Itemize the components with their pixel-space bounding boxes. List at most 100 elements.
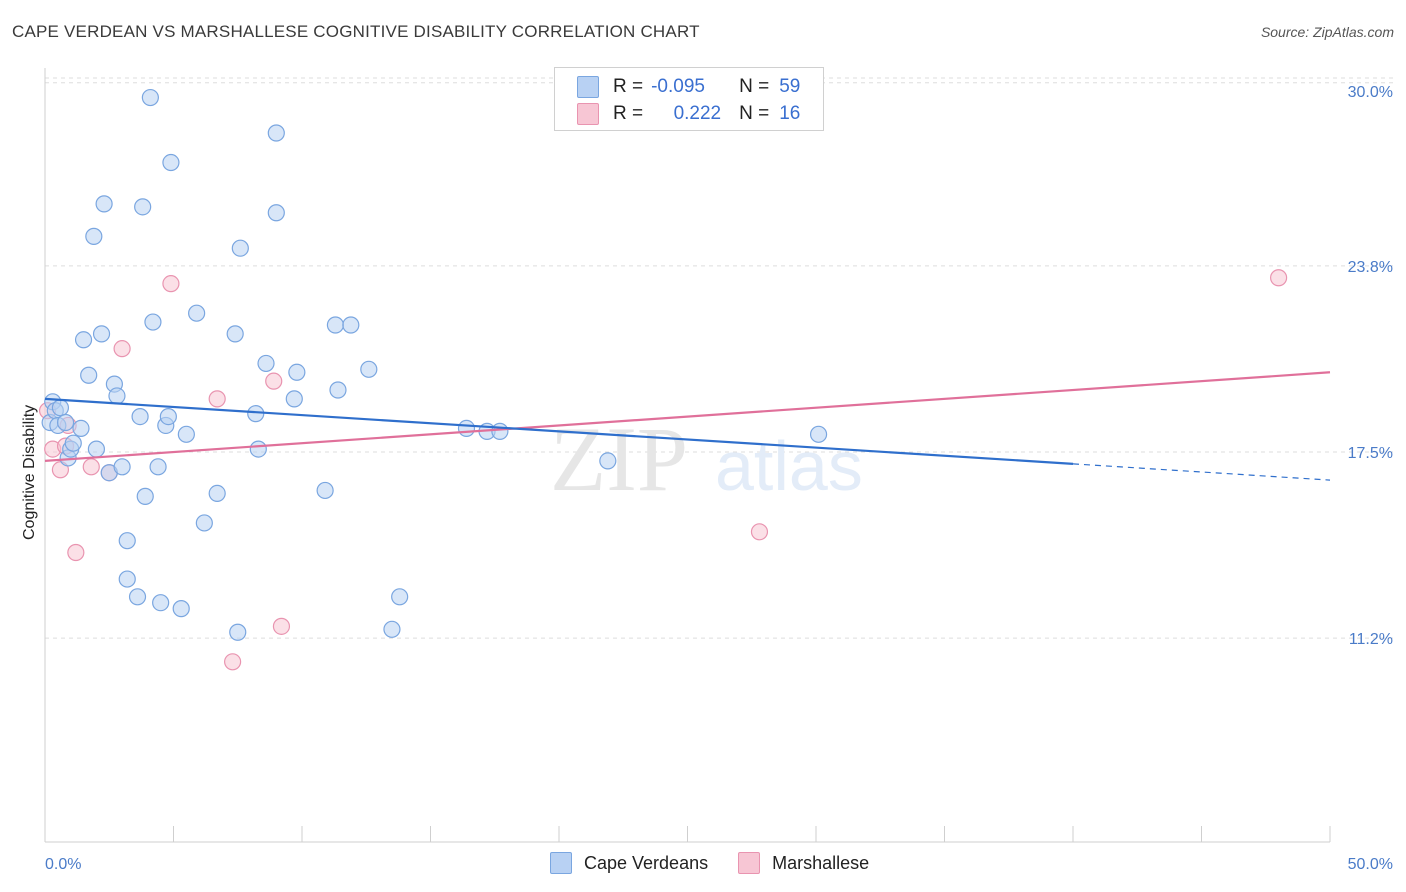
cape-verdean-point — [144, 313, 162, 331]
cape-verdean-point — [326, 316, 345, 334]
legend-swatch-cape-verdeans — [577, 76, 599, 98]
cape-verdean-point — [72, 419, 90, 438]
cape-verdean-point — [288, 363, 306, 381]
watermark-atlas: atlas — [715, 427, 863, 505]
cape-verdean-trend-line — [44, 397, 1074, 465]
cape-verdean-point — [391, 588, 409, 606]
cape-verdean-point — [249, 440, 267, 458]
marshallese-trend-line — [44, 371, 1331, 463]
cape-verdean-point — [159, 407, 177, 426]
chart-title: CAPE VERDEAN VS MARSHALLESE COGNITIVE DI… — [12, 22, 700, 41]
trend-lines — [44, 371, 1331, 481]
cape-verdean-point — [118, 532, 136, 550]
legend-label-marshallese: Marshallese — [772, 852, 870, 873]
legend-swatch-marshallese — [738, 852, 761, 874]
cape-verdean-point — [95, 195, 113, 213]
cape-verdean-point — [80, 366, 98, 384]
cape-verdean-point — [172, 600, 190, 618]
cape-verdean-point — [64, 434, 82, 452]
legend-r-label: R = — [613, 103, 644, 124]
cape-verdean-point — [177, 425, 195, 443]
x-tick-label: 50.0% — [1348, 856, 1393, 873]
cape-verdean-point — [226, 325, 244, 343]
legend-swatch-cape-verdeans — [550, 852, 572, 874]
marshallese-point — [162, 275, 180, 293]
legend-r-label: R = — [613, 76, 644, 97]
cape-verdean-point — [162, 153, 180, 172]
cape-verdean-point — [141, 88, 159, 107]
y-tick-label: 17.5% — [1348, 445, 1393, 462]
legend-r-value: 0.222 — [673, 103, 722, 124]
y-axis-label: Cognitive Disability — [21, 405, 38, 540]
cape-verdean-point — [329, 381, 347, 399]
cape-verdean-point — [74, 331, 93, 349]
y-tick-label: 23.8% — [1348, 259, 1393, 276]
cape-verdean-point — [267, 124, 285, 142]
cape-verdean-point — [85, 227, 103, 245]
cape-verdean-point — [599, 452, 617, 470]
cape-verdean-point — [108, 387, 126, 405]
cape-verdean-point — [285, 390, 303, 408]
y-tick-label: 11.2% — [1349, 631, 1393, 648]
watermark-zip: ZIP — [550, 408, 688, 510]
marshallese-point — [113, 340, 131, 358]
stats-legend: R = -0.095 N = 59 R = 0.222 N = 16 — [554, 67, 824, 131]
cape-verdean-point — [113, 458, 131, 476]
cape-verdean-point — [136, 487, 154, 505]
cape-verdean-point — [383, 620, 401, 638]
cape-verdean-point — [457, 419, 476, 438]
x-tick-label: 0.0% — [45, 856, 81, 873]
legend-item-marshallese: Marshallese — [738, 852, 869, 874]
cape-verdean-point — [51, 399, 70, 417]
marshallese-point — [67, 543, 85, 562]
cape-verdean-point — [342, 316, 360, 334]
marshallese-point — [224, 653, 242, 671]
cape-verdean-point — [809, 425, 828, 443]
cape-verdean-point — [229, 623, 247, 641]
legend-n-value: 59 — [779, 76, 801, 97]
gridlines — [45, 77, 1395, 639]
legend-n-label: N = — [739, 103, 770, 124]
legend-item-cape-verdeans: Cape Verdeans — [550, 852, 708, 874]
cape-verdean-point — [208, 484, 226, 503]
marshallese-point — [750, 523, 769, 541]
legend-n-value: 16 — [779, 103, 801, 124]
cape-verdean-trend-extension — [1072, 463, 1331, 481]
cape-verdean-point — [56, 413, 75, 432]
series-legend: Cape Verdeans Marshallese — [550, 852, 899, 874]
legend-row-marshallese: R = 0.222 N = 16 — [577, 102, 800, 126]
cape-verdean-point — [149, 458, 167, 476]
legend-label-cape-verdeans: Cape Verdeans — [584, 852, 709, 873]
cape-verdean-point — [491, 422, 509, 440]
cape-verdean-point — [87, 440, 106, 458]
legend-row-cape-verdeans: R = -0.095 N = 59 — [577, 75, 800, 99]
axes — [44, 68, 1331, 843]
legend-r-value: -0.095 — [651, 76, 705, 97]
cape-verdean-point — [134, 198, 152, 216]
cape-verdean-point — [128, 588, 147, 606]
cape-verdean-point — [257, 354, 275, 373]
marshallese-point — [208, 390, 226, 408]
marshallese-point — [265, 372, 283, 390]
marshallese-point — [1269, 269, 1288, 287]
cape-verdean-point — [152, 594, 170, 612]
cape-verdean-point — [188, 304, 206, 322]
marshallese-point — [272, 617, 291, 635]
cape-verdean-points — [41, 88, 828, 641]
watermark: ZIP atlas — [550, 408, 863, 510]
cape-verdean-point — [267, 204, 285, 222]
tick-labels: 11.2% 17.5% 23.8% 30.0% 0.0% 50.0% — [45, 84, 1393, 873]
cape-verdean-point — [231, 239, 249, 257]
legend-n-label: N = — [739, 76, 770, 97]
chart-source: Source: ZipAtlas.com — [1260, 24, 1394, 40]
legend-swatch-marshallese — [577, 103, 599, 125]
marshallese-point — [51, 461, 70, 479]
cape-verdean-point — [131, 407, 149, 426]
y-tick-label: 30.0% — [1348, 84, 1393, 101]
marshallese-point — [82, 458, 100, 476]
cape-verdean-point — [195, 514, 213, 532]
cape-verdean-point — [360, 360, 378, 378]
cape-verdean-point — [92, 325, 111, 343]
cape-verdean-point — [316, 481, 334, 500]
